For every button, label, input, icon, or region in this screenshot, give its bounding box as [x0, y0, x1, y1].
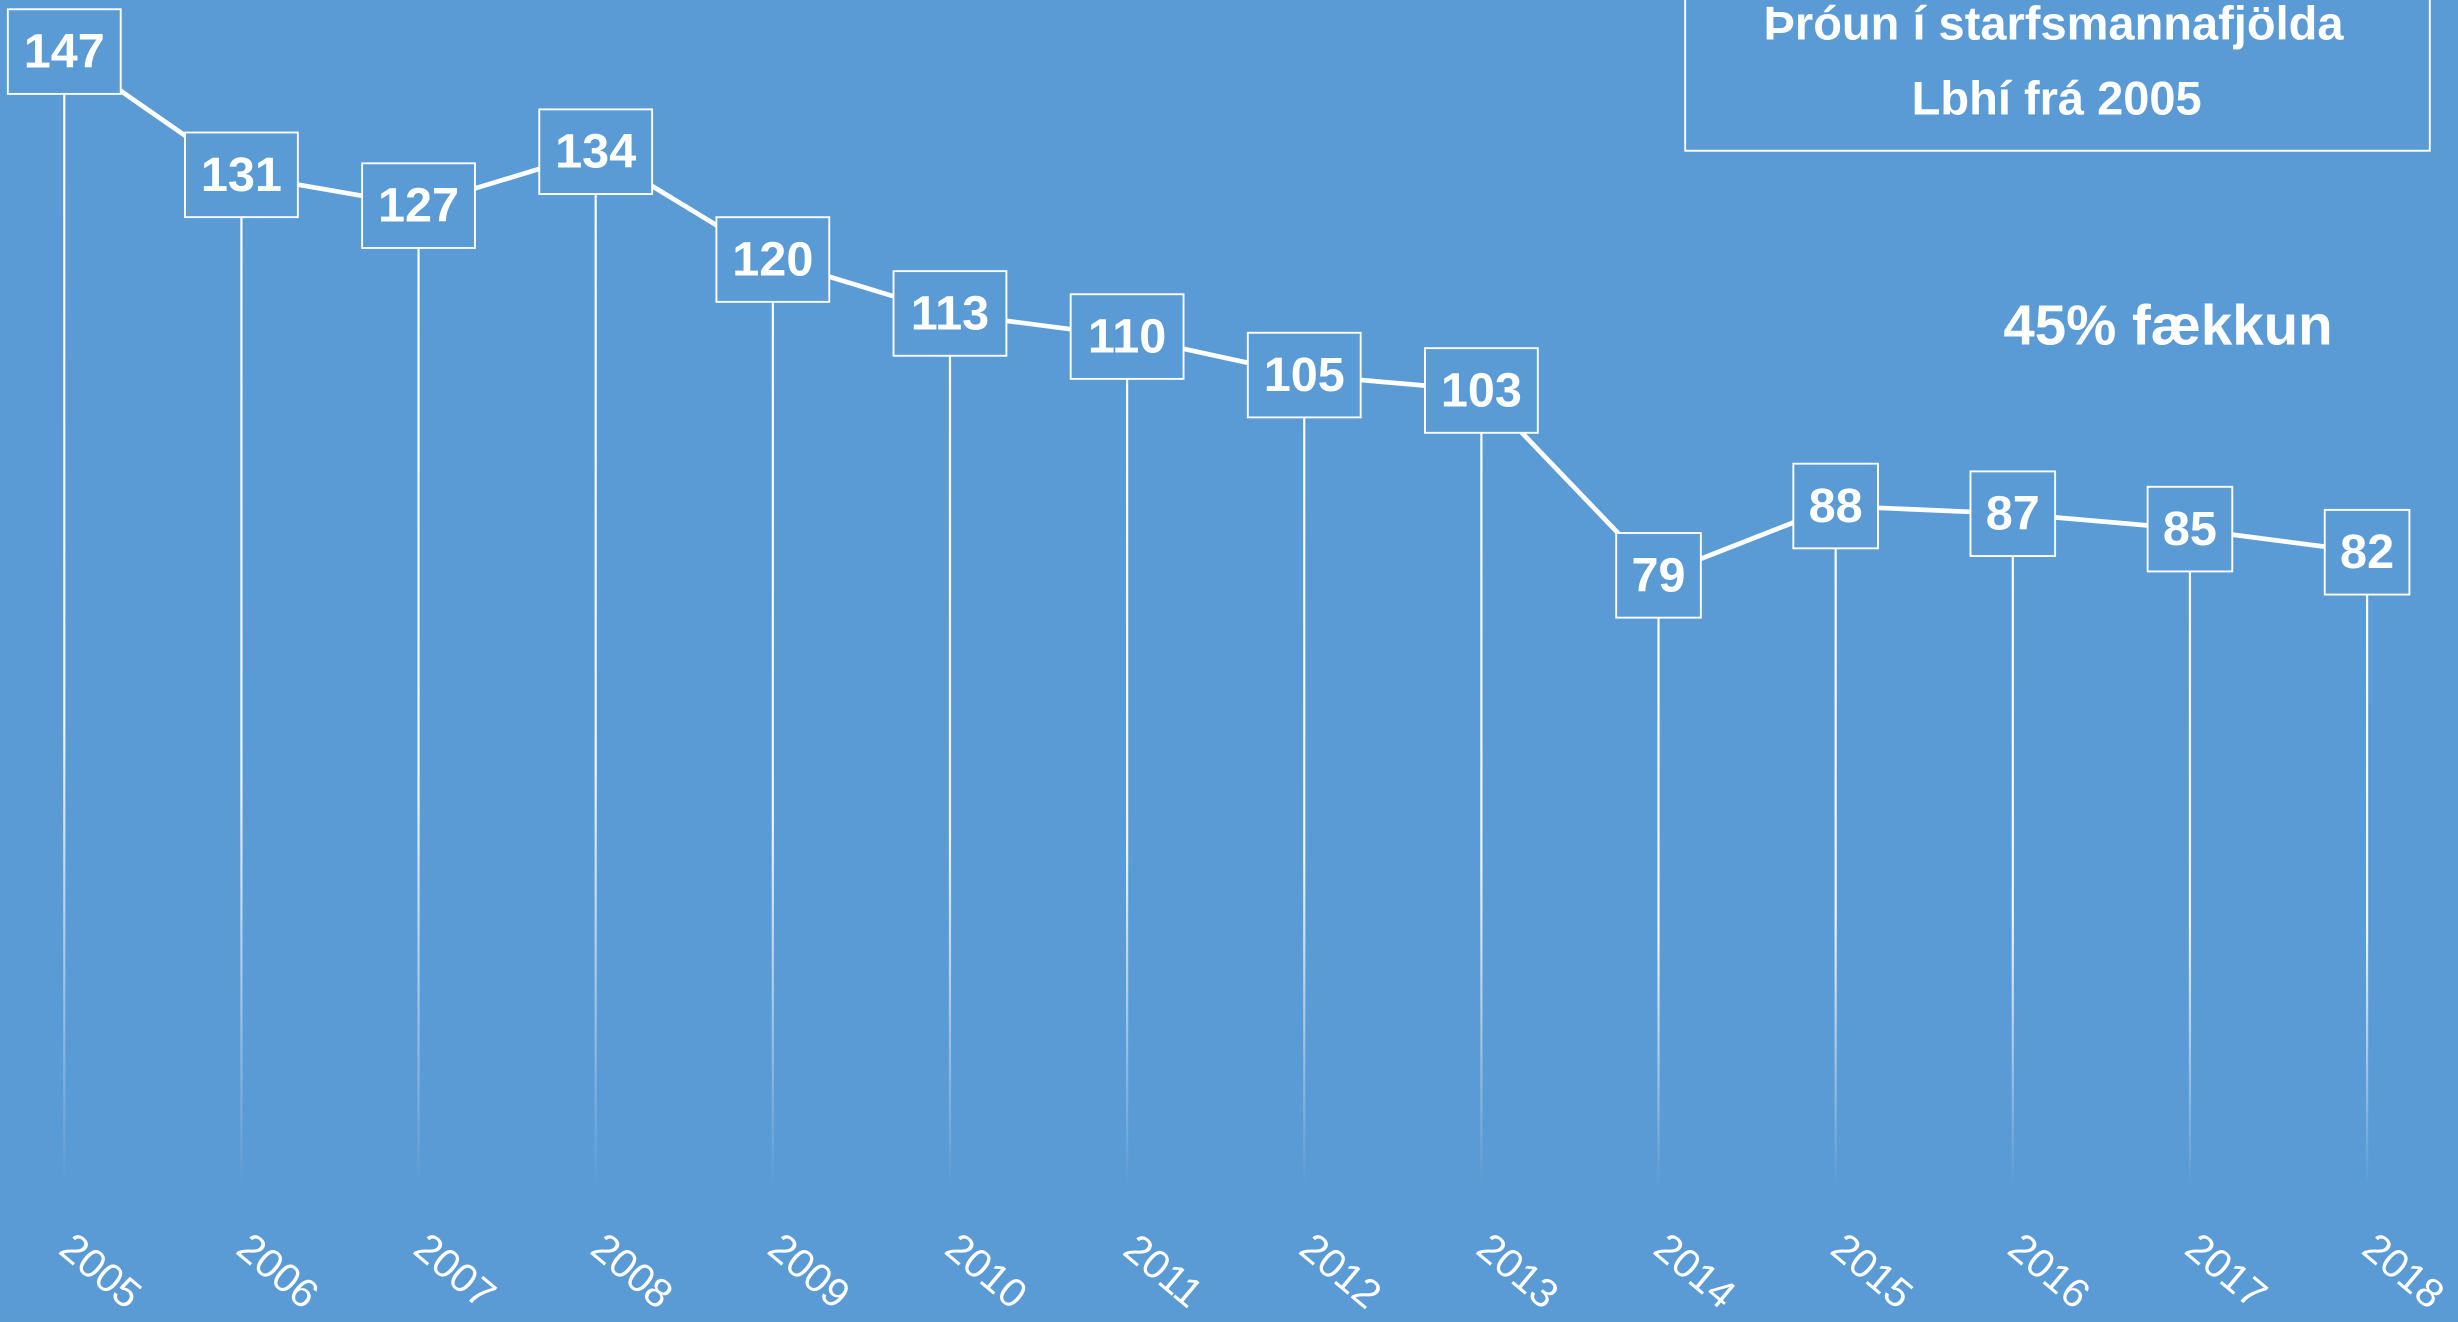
drop-line	[1303, 375, 1306, 1184]
drop-line	[594, 151, 597, 1184]
chart-title: Lbhí frá 2005	[1912, 72, 2202, 125]
value-label-box	[361, 162, 476, 249]
drop-line	[1657, 575, 1660, 1184]
drop-line	[240, 174, 243, 1184]
drop-line	[417, 205, 420, 1184]
value-label-box	[1615, 532, 1702, 619]
value-label: 88	[1809, 479, 1863, 533]
annotation: 45% fækkun	[2003, 293, 2332, 356]
drop-line	[1126, 336, 1129, 1184]
value-label-box	[715, 216, 831, 303]
drop-line	[771, 259, 774, 1184]
value-label: 105	[1264, 348, 1345, 402]
value-label: 120	[732, 233, 813, 287]
value-label-box	[6, 8, 122, 95]
chart-title: Þróun í starfsmannafjölda	[1764, 0, 2345, 49]
value-label: 147	[24, 25, 105, 79]
value-label-box	[1969, 470, 2057, 557]
drop-line	[2188, 529, 2192, 1184]
drop-line	[2011, 513, 2014, 1184]
value-label: 103	[1441, 363, 1522, 417]
value-label: 79	[1631, 548, 1685, 602]
drop-line	[1834, 506, 1837, 1184]
value-label-box	[2146, 485, 2234, 573]
value-label-box	[1069, 293, 1185, 380]
value-label: 87	[1986, 487, 2040, 541]
value-label-box	[2323, 508, 2411, 596]
drop-line	[948, 313, 952, 1184]
value-label-box	[1424, 347, 1539, 434]
value-label-box	[1792, 462, 1879, 550]
drop-line	[63, 51, 66, 1184]
value-label: 110	[1088, 310, 1166, 364]
value-label-box	[892, 270, 1008, 357]
value-label: 113	[911, 286, 989, 340]
drop-line	[1480, 390, 1483, 1184]
value-label: 85	[2163, 502, 2217, 556]
drop-line	[2365, 552, 2369, 1184]
value-label-box	[538, 108, 654, 195]
value-label: 131	[201, 148, 282, 202]
value-label: 82	[2340, 525, 2394, 579]
value-label: 127	[378, 179, 459, 233]
value-label-box	[1246, 331, 1362, 419]
value-label-box	[184, 131, 299, 219]
title-box	[1684, 0, 2431, 152]
value-label: 134	[555, 125, 636, 179]
